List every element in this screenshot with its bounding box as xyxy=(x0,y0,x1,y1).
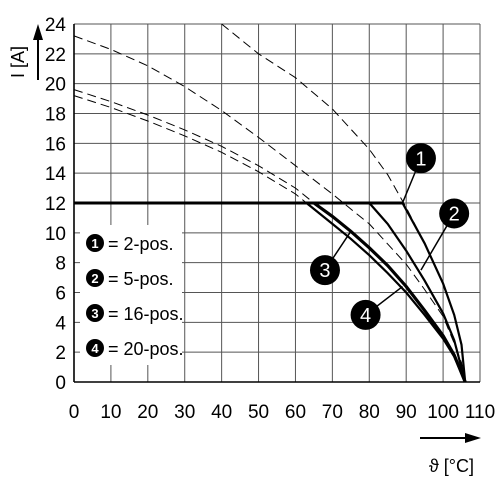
legend-marker-number: 2 xyxy=(91,271,98,286)
y-tick-label: 4 xyxy=(55,313,66,334)
callout-marker xyxy=(405,143,436,174)
legend-label: = 2-pos. xyxy=(108,234,174,254)
y-tick-label: 24 xyxy=(45,15,67,36)
legend-marker-number: 3 xyxy=(91,306,98,321)
x-tick-label: 90 xyxy=(396,402,417,423)
x-tick-labels: 0 10 20 30 40 50 60 70 80 90 100 110 xyxy=(69,402,495,423)
legend-label: = 5-pos. xyxy=(108,269,174,289)
legend-marker-number: 1 xyxy=(91,236,98,251)
y-axis-title-group: I [A] xyxy=(8,24,43,80)
x-tick-label: 50 xyxy=(248,402,269,423)
y-arrow-head xyxy=(33,24,43,40)
y-tick-label: 18 xyxy=(45,105,66,126)
series-line xyxy=(368,202,467,383)
curves xyxy=(73,23,467,383)
y-tick-label: 14 xyxy=(45,164,67,185)
x-tick-label: 10 xyxy=(100,402,121,423)
y-tick-label: 12 xyxy=(45,194,66,215)
callout-number: 2 xyxy=(449,203,460,225)
y-tick-label: 0 xyxy=(55,373,66,394)
series-dashed-line xyxy=(73,95,307,204)
x-axis-label: ϑ [°C] xyxy=(429,456,474,476)
x-tick-label: 70 xyxy=(322,402,343,423)
legend-marker xyxy=(86,304,104,322)
x-tick-label: 0 xyxy=(69,402,80,423)
callout-marker xyxy=(309,255,340,286)
y-tick-label: 10 xyxy=(45,224,66,245)
x-tick-label: 30 xyxy=(174,402,195,423)
y-tick-label: 22 xyxy=(45,45,66,66)
legend-label: = 20-pos. xyxy=(108,339,184,359)
series-line xyxy=(305,202,467,383)
x-tick-label: 60 xyxy=(285,402,306,423)
y-tick-label: 16 xyxy=(45,134,66,155)
series-line xyxy=(401,202,467,383)
callout-marker xyxy=(350,299,381,330)
y-tick-label: 2 xyxy=(55,343,66,364)
legend-marker xyxy=(86,234,104,252)
callout-number: 1 xyxy=(415,148,426,170)
series-line xyxy=(312,201,467,383)
y-tick-label: 6 xyxy=(55,284,66,305)
x-tick-label: 20 xyxy=(137,402,158,423)
x-axis-title-group: ϑ [°C] xyxy=(420,433,481,476)
series-dashed-line xyxy=(73,89,315,204)
x-tick-label: 110 xyxy=(465,402,495,423)
callout-marker xyxy=(439,198,470,229)
legend: 1 = 2-pos. 2 = 5-pos. 3 = 16-pos. 4 = 20-pos. xyxy=(80,225,184,365)
y-tick-label: 20 xyxy=(45,75,66,96)
legend-marker xyxy=(86,339,104,357)
legend-marker-number: 4 xyxy=(91,341,99,356)
x-tick-label: 40 xyxy=(211,402,232,423)
callout-number: 3 xyxy=(319,260,330,282)
x-tick-label: 100 xyxy=(427,402,459,423)
y-axis-label: I [A] xyxy=(8,46,28,78)
legend-marker xyxy=(86,269,104,287)
legend-label: = 16-pos. xyxy=(108,304,184,324)
x-tick-label: 80 xyxy=(359,402,380,423)
x-arrow-head xyxy=(465,433,481,443)
callout-number: 4 xyxy=(360,305,371,327)
callouts: 1 2 3 4 xyxy=(309,143,470,330)
y-tick-label: 8 xyxy=(55,254,66,275)
